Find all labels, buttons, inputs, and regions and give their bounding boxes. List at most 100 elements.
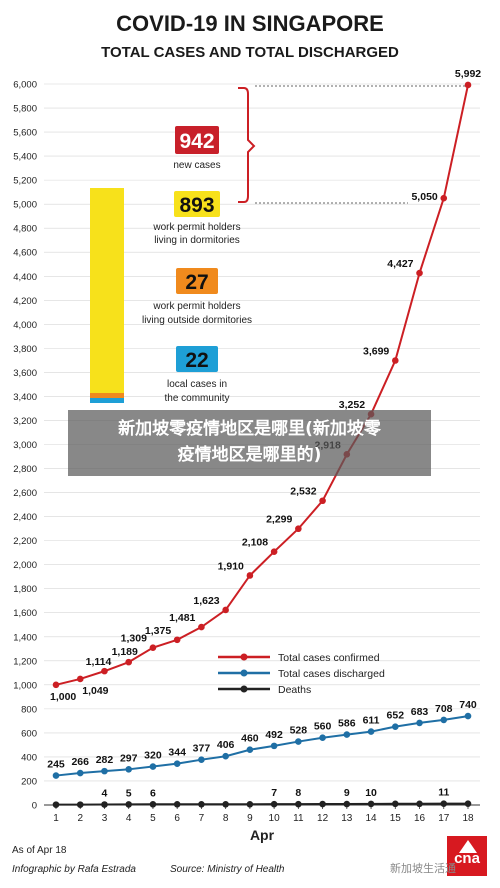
data-point-discharged <box>367 728 375 735</box>
breakdown-bar-yellow <box>90 188 124 393</box>
data-point-discharged <box>464 712 472 720</box>
dorm-value: 893 <box>179 194 214 217</box>
x-tick-label: 14 <box>365 813 377 824</box>
data-point-discharged <box>149 763 157 770</box>
outside-dorm-label-2: living outside dormitories <box>142 315 252 326</box>
breakdown-bar-orange <box>90 393 124 398</box>
data-point-deaths <box>149 800 157 808</box>
data-label-confirmed: 1,309 <box>121 633 147 645</box>
y-tick-label: 2,000 <box>13 560 37 571</box>
data-point-discharged <box>440 716 448 724</box>
x-tick-label: 1 <box>53 813 59 824</box>
series-line-discharged <box>55 715 469 777</box>
data-label-confirmed: 5,050 <box>411 191 437 203</box>
data-label-confirmed: 2,532 <box>290 486 316 498</box>
data-point-deaths <box>246 800 254 808</box>
y-tick-label: 4,600 <box>13 248 37 259</box>
dorm-label-2: living in dormitories <box>154 235 240 246</box>
data-label-confirmed: 2,108 <box>242 537 268 549</box>
data-point-discharged <box>76 769 84 777</box>
watermark-overlay-banner: 新加坡零疫情地区是哪里(新加坡零 疫情地区是哪里的) <box>68 410 431 476</box>
data-point-confirmed <box>198 623 205 631</box>
y-tick-label: 3,200 <box>13 416 37 427</box>
y-tick-label: 6,000 <box>13 80 37 91</box>
x-tick-label: 10 <box>269 813 281 824</box>
dorm-label-1: work permit holders <box>152 222 240 233</box>
outside-dorm-label-1: work permit holders <box>152 301 240 312</box>
community-label-1: local cases in <box>167 379 227 390</box>
data-label-confirmed: 1,375 <box>145 625 171 637</box>
data-point-confirmed <box>391 357 399 364</box>
cna-logo-triangle-icon <box>459 840 477 853</box>
y-tick-label: 600 <box>21 728 37 739</box>
data-point-discharged <box>222 752 229 760</box>
y-tick-label: 5,600 <box>13 128 37 139</box>
data-label-deaths: 7 <box>271 787 277 799</box>
data-point-discharged <box>416 719 423 727</box>
data-point-deaths <box>464 800 472 807</box>
data-label-deaths: 8 <box>295 787 301 799</box>
data-label-discharged: 528 <box>290 725 308 737</box>
data-point-deaths <box>173 800 181 808</box>
y-tick-label: 3,000 <box>13 440 37 451</box>
data-point-discharged <box>391 723 399 730</box>
data-label-discharged: 297 <box>120 752 138 764</box>
data-label-deaths: 9 <box>344 787 350 799</box>
data-point-confirmed <box>440 194 448 202</box>
data-label-deaths: 4 <box>102 788 108 800</box>
data-label-discharged: 266 <box>71 756 89 768</box>
legend-label-deaths: Deaths <box>278 684 311 696</box>
data-label-discharged: 460 <box>241 733 259 745</box>
y-tick-label: 3,400 <box>13 392 37 403</box>
series-line-deaths <box>56 802 468 806</box>
y-tick-label: 2,600 <box>13 488 37 499</box>
legend-label-confirmed: Total cases confirmed <box>278 652 380 664</box>
chart-title: COVID-19 IN SINGAPORE <box>116 11 384 36</box>
data-label-discharged: 320 <box>144 750 162 762</box>
series-line-confirmed <box>55 84 469 686</box>
data-point-confirmed <box>319 497 326 505</box>
y-tick-label: 4,000 <box>13 320 37 331</box>
y-tick-label: 400 <box>21 752 37 763</box>
y-tick-label: 1,800 <box>13 584 37 595</box>
y-tick-label: 5,800 <box>13 104 37 115</box>
data-point-confirmed <box>149 644 157 652</box>
data-label-discharged: 344 <box>168 747 186 759</box>
legend-marker-deaths <box>240 685 248 693</box>
data-point-discharged <box>295 738 302 745</box>
series-lines <box>55 84 469 806</box>
y-tick-label: 4,800 <box>13 224 37 235</box>
x-tick-label: 16 <box>414 813 426 824</box>
new-cases-label: new cases <box>173 160 220 171</box>
x-tick-label: 7 <box>199 813 205 824</box>
data-point-confirmed <box>125 658 133 666</box>
data-label-discharged: 377 <box>193 743 211 755</box>
cna-logo-text: cna <box>454 850 480 867</box>
data-point-discharged <box>343 731 351 738</box>
data-label-discharged: 740 <box>459 699 477 711</box>
data-label-deaths: 11 <box>438 787 449 799</box>
cna-logo: cna <box>447 836 487 876</box>
data-point-discharged <box>173 760 181 767</box>
y-tick-label: 800 <box>21 704 37 715</box>
data-point-discharged <box>52 772 60 779</box>
data-label-confirmed: 1,114 <box>86 656 112 668</box>
x-tick-label: 5 <box>150 813 156 824</box>
y-tick-label: 5,200 <box>13 176 37 187</box>
y-axis: 0 200 400 600 800 1,000 1,200 1,400 1,600 1,800 2,… <box>13 80 37 812</box>
data-point-discharged <box>246 746 254 754</box>
data-point-deaths <box>125 801 133 808</box>
data-point-confirmed <box>295 525 302 533</box>
new-cases-bracket <box>238 87 256 203</box>
y-tick-label: 3,600 <box>13 368 37 379</box>
y-tick-label: 1,600 <box>13 608 37 619</box>
data-label-deaths: 6 <box>150 787 156 799</box>
y-tick-label: 5,000 <box>13 200 37 211</box>
data-point-confirmed <box>222 606 229 614</box>
data-label-discharged: 683 <box>411 706 429 718</box>
y-tick-label: 1,200 <box>13 656 37 667</box>
data-point-confirmed <box>270 548 278 555</box>
new-cases-box <box>175 126 219 154</box>
data-label-discharged: 586 <box>338 718 356 730</box>
data-point-confirmed <box>76 675 84 683</box>
